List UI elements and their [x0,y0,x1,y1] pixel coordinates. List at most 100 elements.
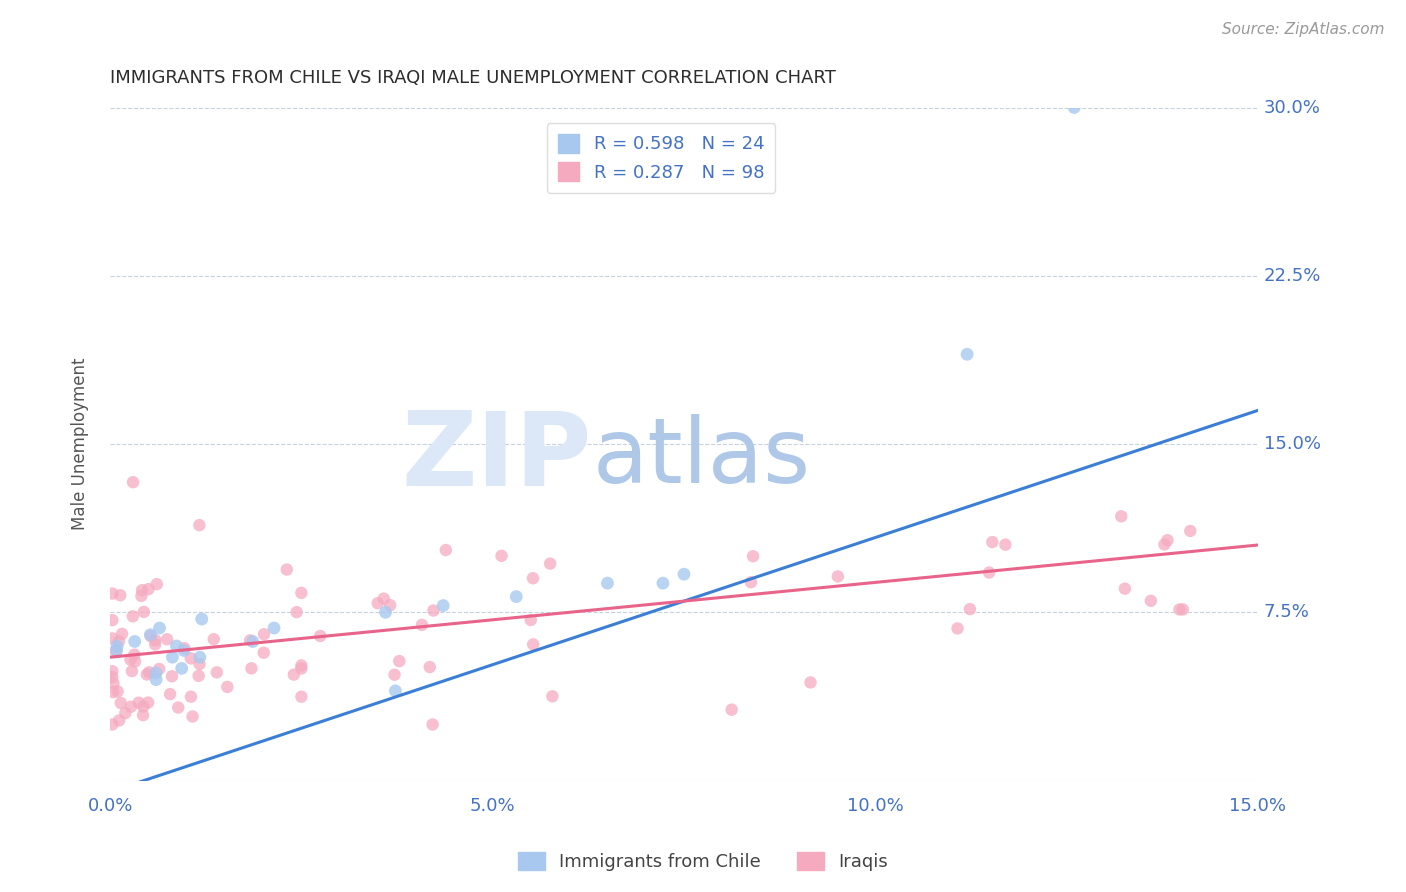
Point [104,644,127,658]
Point [1168,602,1191,616]
Point [101,586,124,600]
Point [378,598,401,612]
Point [994,538,1017,552]
Point [181,709,204,723]
Point [124,634,146,648]
Text: atlas: atlas [592,414,810,501]
Point [180,651,202,665]
Point [108,634,131,648]
Point [541,690,564,704]
Point [596,576,619,591]
Point [946,622,969,636]
Point [432,599,454,613]
Point [205,665,228,680]
Point [374,605,396,619]
Text: Source: ZipAtlas.com: Source: ZipAtlas.com [1222,22,1385,37]
Point [159,687,181,701]
Point [103,676,125,690]
Point [981,535,1004,549]
Point [672,567,695,582]
Point [132,605,155,619]
Point [422,717,444,731]
Point [180,690,202,704]
Point [276,562,298,576]
Point [166,639,188,653]
Point [135,667,157,681]
Point [384,667,406,681]
Point [101,670,124,684]
Point [740,575,762,590]
Point [124,648,146,662]
Point [101,685,124,699]
Point [956,347,979,361]
Point [173,643,195,657]
Point [799,675,821,690]
Point [156,632,179,647]
Point [101,613,124,627]
Point [538,557,561,571]
Point [253,627,276,641]
Point [120,653,142,667]
Point [110,588,132,602]
Point [143,637,166,651]
Point [139,629,162,643]
Point [202,632,225,647]
Point [520,613,543,627]
Point [131,589,153,603]
Point [1153,537,1175,551]
Point [136,696,159,710]
Point [121,609,143,624]
Point [124,655,146,669]
Point [139,628,162,642]
Point [290,658,312,673]
Point [188,518,211,533]
Point [373,591,395,606]
Point [110,696,132,710]
Point [173,641,195,656]
Point [107,684,129,698]
Point [145,665,167,680]
Point [977,566,1000,580]
Point [122,475,145,490]
Point [1171,602,1194,616]
Point [167,700,190,714]
Point [290,661,312,675]
Point [283,667,305,681]
Point [131,583,153,598]
Point [190,612,212,626]
Point [170,661,193,675]
Point [827,569,849,583]
Point [138,582,160,597]
Point [239,633,262,648]
Text: IMMIGRANTS FROM CHILE VS IRAQI MALE UNEMPLOYMENT CORRELATION CHART: IMMIGRANTS FROM CHILE VS IRAQI MALE UNEM… [110,69,837,87]
Point [419,660,441,674]
Point [111,627,134,641]
Legend: Immigrants from Chile, Iraqis: Immigrants from Chile, Iraqis [510,845,896,879]
Point [367,596,389,610]
Point [290,690,312,704]
Point [434,543,457,558]
Legend: R = 0.598   N = 24, R = 0.287   N = 98: R = 0.598 N = 24, R = 0.287 N = 98 [547,123,775,193]
Point [121,664,143,678]
Point [148,662,170,676]
Point [101,632,124,646]
Point [651,576,673,591]
Point [959,602,981,616]
Point [146,577,169,591]
Point [505,590,527,604]
Text: 15.0%: 15.0% [1264,435,1320,453]
Point [148,621,170,635]
Point [188,650,211,665]
Text: 22.5%: 22.5% [1264,267,1322,285]
Point [188,657,211,671]
Point [253,646,276,660]
Point [290,586,312,600]
Point [742,549,765,564]
Point [132,699,155,714]
Point [105,639,128,653]
Point [138,665,160,680]
Text: 7.5%: 7.5% [1264,603,1309,622]
Point [1156,533,1178,548]
Point [388,654,411,668]
Point [720,703,742,717]
